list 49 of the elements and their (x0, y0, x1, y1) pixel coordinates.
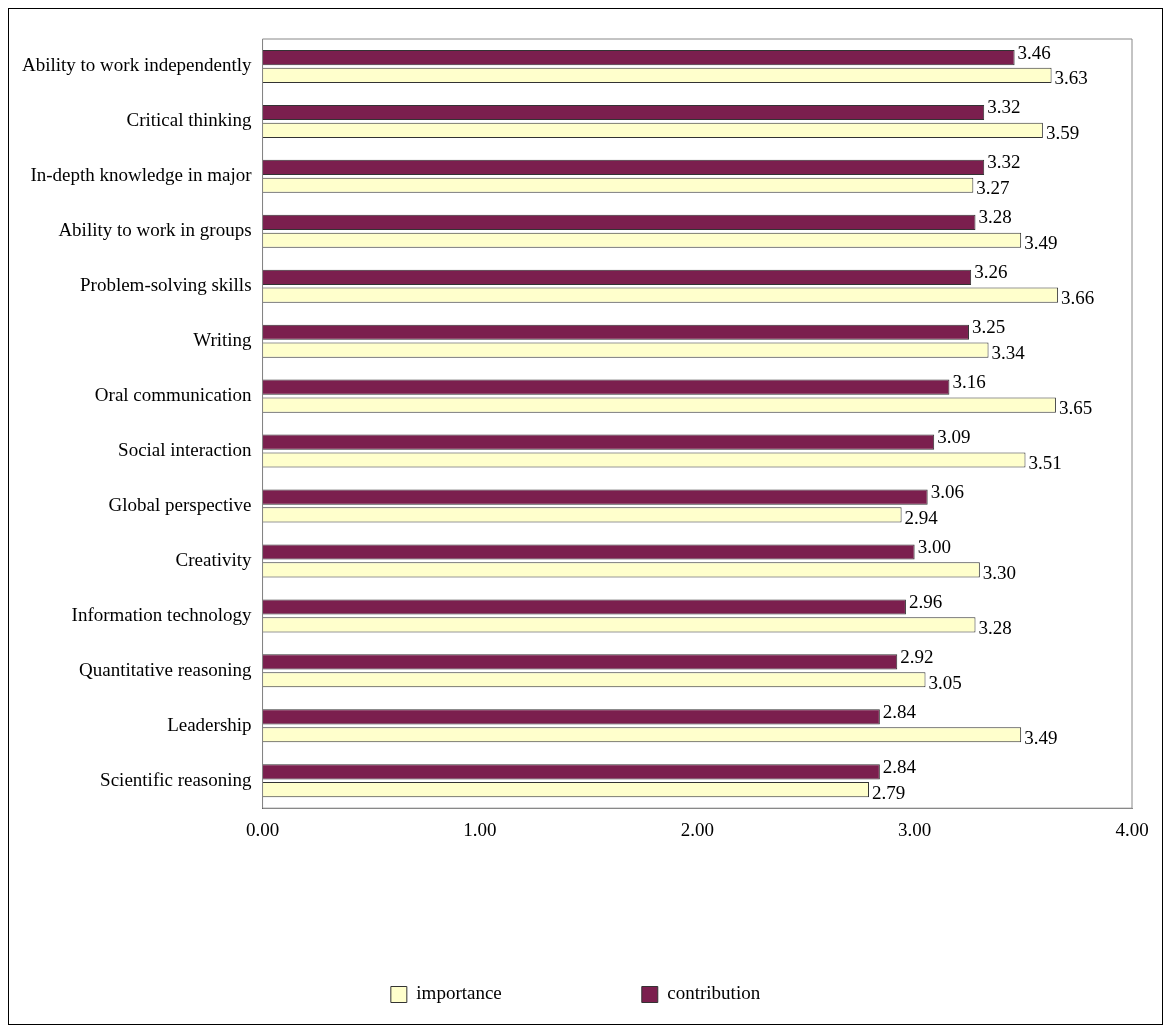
data-label: 3.26 (974, 261, 1008, 283)
data-label: 3.06 (930, 481, 964, 503)
y-tick-label: Ability to work independently (21, 54, 253, 76)
data-label: 3.49 (1024, 232, 1058, 254)
y-tick-label: Scientific reasoning (100, 768, 253, 790)
x-tick-label: 2.00 (680, 818, 714, 840)
data-label: 3.30 (982, 561, 1017, 583)
data-label: 3.59 (1045, 122, 1080, 144)
y-tick-label: Leadership (167, 713, 252, 735)
x-tick-label: 4.00 (1115, 818, 1149, 840)
data-label: 3.05 (928, 671, 962, 693)
y-tick-label: Problem-solving skills (80, 274, 252, 296)
y-tick-label: Ability to work in groups (58, 219, 252, 241)
data-label: 3.66 (1061, 287, 1095, 309)
data-label: 3.32 (987, 151, 1021, 173)
y-tick-label: Writing (193, 329, 253, 351)
legend-label: contribution (667, 982, 761, 1004)
data-label: 2.84 (882, 700, 917, 722)
data-label: 3.09 (937, 426, 971, 448)
data-label: 2.92 (900, 645, 934, 667)
data-label: 3.49 (1024, 726, 1058, 748)
data-label: 3.51 (1028, 451, 1062, 473)
data-label: 3.28 (978, 616, 1012, 638)
x-tick-label: 3.00 (898, 818, 932, 840)
x-tick-label: 1.00 (463, 818, 497, 840)
data-label: 2.94 (904, 506, 939, 528)
data-label: 3.16 (952, 371, 986, 393)
data-label: 3.34 (991, 342, 1026, 364)
data-label: 3.32 (987, 96, 1021, 118)
y-tick-label: Social interaction (118, 439, 253, 461)
y-tick-label: Global perspective (108, 494, 252, 515)
data-label: 3.00 (917, 536, 951, 558)
data-label: 3.25 (971, 316, 1006, 338)
y-tick-label: Information technology (71, 603, 253, 625)
data-label: 3.27 (976, 177, 1010, 199)
data-label: 3.28 (978, 206, 1012, 228)
y-tick-label: Creativity (175, 548, 253, 570)
legend-label: importance (416, 982, 502, 1004)
x-tick-label: 0.00 (245, 818, 280, 840)
data-label: 2.96 (908, 590, 943, 612)
data-label: 3.46 (1017, 41, 1051, 63)
data-label: 3.63 (1054, 67, 1088, 89)
y-tick-label: Oral communication (94, 384, 253, 406)
y-tick-label: Critical thinking (126, 109, 253, 131)
y-tick-label: Quantitative reasoning (79, 658, 253, 680)
y-tick-label: In-depth knowledge in major (30, 164, 253, 186)
data-label: 2.79 (871, 781, 906, 803)
data-label: 2.84 (882, 755, 917, 777)
data-label: 3.65 (1058, 397, 1093, 419)
